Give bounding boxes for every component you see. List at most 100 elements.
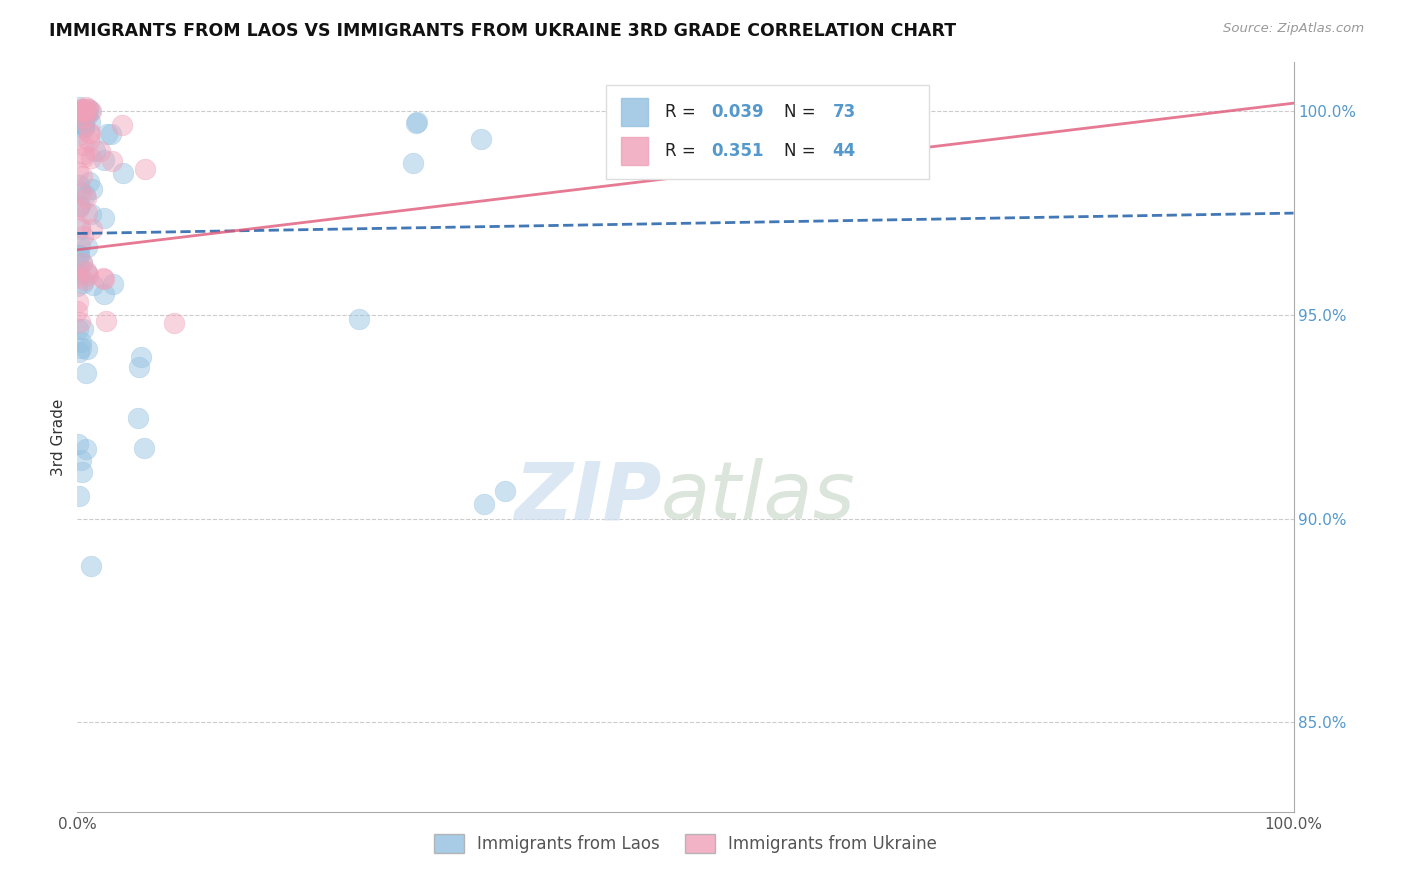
Point bbox=[79, 126, 101, 140]
Point bbox=[66, 108, 89, 122]
Point bbox=[67, 247, 90, 261]
Text: R =: R = bbox=[665, 142, 700, 160]
Legend: Immigrants from Laos, Immigrants from Ukraine: Immigrants from Laos, Immigrants from Uk… bbox=[427, 827, 943, 860]
Point bbox=[69, 334, 91, 349]
Point bbox=[470, 132, 492, 146]
Point bbox=[67, 345, 90, 359]
Point bbox=[69, 107, 91, 121]
Point bbox=[79, 104, 101, 119]
Text: IMMIGRANTS FROM LAOS VS IMMIGRANTS FROM UKRAINE 3RD GRADE CORRELATION CHART: IMMIGRANTS FROM LAOS VS IMMIGRANTS FROM … bbox=[49, 22, 956, 40]
Point bbox=[69, 219, 91, 234]
Point bbox=[75, 105, 97, 120]
Point bbox=[66, 202, 89, 216]
Point bbox=[70, 169, 93, 184]
Point bbox=[69, 108, 91, 122]
Point bbox=[73, 119, 96, 133]
Point bbox=[66, 269, 89, 284]
Point bbox=[96, 314, 118, 328]
Point bbox=[67, 178, 90, 192]
Point bbox=[82, 277, 104, 292]
Bar bbox=[621, 136, 648, 165]
Point bbox=[72, 228, 94, 243]
Point bbox=[66, 165, 89, 179]
Point bbox=[72, 116, 94, 130]
Point bbox=[79, 115, 101, 129]
Point bbox=[67, 199, 90, 213]
Point bbox=[76, 102, 98, 116]
Point bbox=[67, 248, 90, 262]
Point bbox=[134, 442, 156, 456]
Point bbox=[69, 102, 91, 116]
Point bbox=[101, 277, 124, 292]
Text: N =: N = bbox=[785, 142, 821, 160]
Point bbox=[72, 186, 94, 200]
Point bbox=[69, 221, 91, 235]
Point bbox=[79, 103, 101, 118]
Point bbox=[70, 256, 93, 270]
Text: ZIP: ZIP bbox=[513, 458, 661, 536]
Point bbox=[163, 317, 186, 331]
Point bbox=[93, 153, 115, 168]
Point bbox=[70, 117, 93, 131]
Point bbox=[79, 175, 101, 189]
Point bbox=[67, 489, 90, 503]
Point bbox=[77, 268, 100, 282]
Point bbox=[69, 239, 91, 253]
Point bbox=[75, 264, 97, 278]
Point bbox=[76, 343, 98, 357]
Point bbox=[75, 187, 97, 202]
Point bbox=[73, 150, 96, 164]
Point bbox=[83, 145, 105, 159]
Point bbox=[80, 207, 103, 221]
Text: 73: 73 bbox=[832, 103, 856, 121]
Text: Source: ZipAtlas.com: Source: ZipAtlas.com bbox=[1223, 22, 1364, 36]
Point bbox=[75, 100, 97, 114]
Point bbox=[100, 127, 122, 141]
Point bbox=[73, 147, 96, 161]
Point bbox=[66, 322, 89, 336]
Point bbox=[128, 359, 150, 374]
Point bbox=[80, 182, 103, 196]
Point bbox=[73, 111, 96, 125]
Point bbox=[66, 278, 89, 293]
Point bbox=[72, 110, 94, 124]
Point bbox=[405, 116, 427, 130]
Point bbox=[347, 312, 370, 326]
Point bbox=[69, 198, 91, 212]
Point bbox=[70, 341, 93, 355]
Point bbox=[76, 240, 98, 254]
Point bbox=[76, 106, 98, 120]
Point bbox=[69, 315, 91, 329]
Point bbox=[75, 442, 97, 456]
Point bbox=[70, 103, 93, 118]
Text: N =: N = bbox=[785, 103, 821, 121]
Point bbox=[79, 134, 101, 148]
Point bbox=[93, 270, 115, 285]
Point bbox=[72, 465, 94, 479]
Point bbox=[80, 222, 103, 236]
Point bbox=[70, 453, 93, 467]
Point bbox=[129, 351, 152, 365]
Point bbox=[735, 100, 758, 114]
FancyBboxPatch shape bbox=[606, 85, 929, 178]
Point bbox=[127, 411, 149, 425]
Point bbox=[79, 126, 101, 140]
Point bbox=[67, 100, 90, 114]
Point bbox=[75, 191, 97, 205]
Point bbox=[111, 118, 134, 132]
Point bbox=[76, 206, 98, 220]
Point bbox=[69, 104, 91, 119]
Text: 0.039: 0.039 bbox=[711, 103, 763, 121]
Point bbox=[111, 166, 134, 180]
Point bbox=[69, 112, 91, 126]
Point bbox=[406, 114, 429, 128]
Point bbox=[134, 161, 156, 176]
Point bbox=[67, 112, 90, 126]
Point bbox=[89, 145, 111, 159]
Point bbox=[72, 103, 94, 118]
Point bbox=[69, 184, 91, 198]
Point bbox=[66, 257, 89, 271]
Text: 44: 44 bbox=[832, 142, 856, 160]
Point bbox=[73, 119, 96, 133]
Point bbox=[70, 256, 93, 270]
